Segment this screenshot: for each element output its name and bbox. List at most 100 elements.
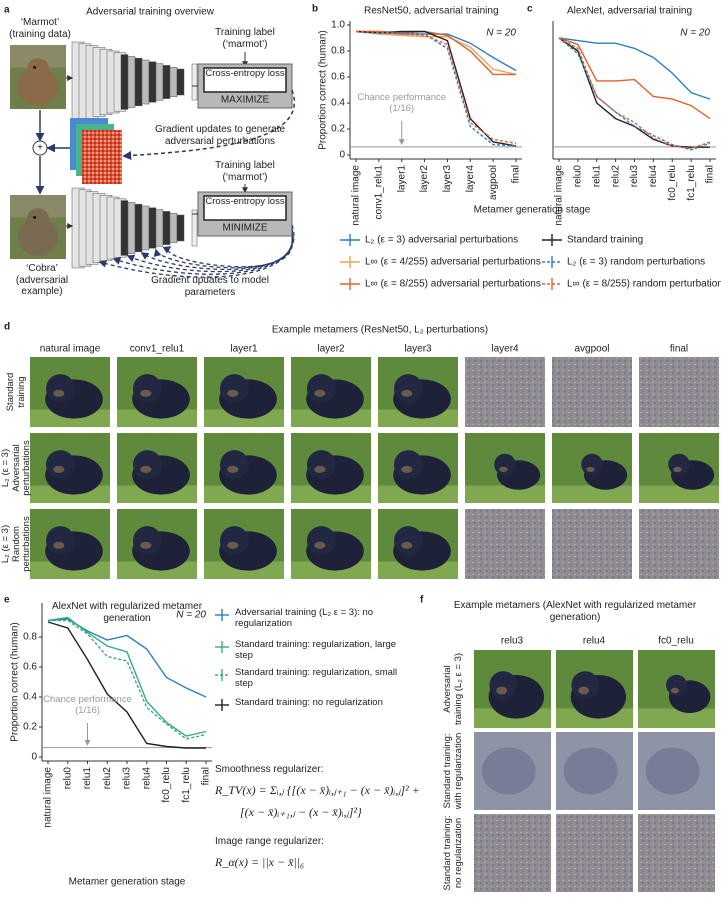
image-grass [552, 485, 632, 503]
row-label: Standard training: with regularization [442, 732, 464, 810]
noise-image [465, 509, 545, 579]
photo-top [10, 195, 66, 218]
metamer-image [552, 509, 632, 579]
legend-label: Standard training: regularization, small… [235, 667, 398, 689]
bear-snout [401, 541, 413, 549]
row-label: Standard training: no regularization [442, 815, 464, 891]
bear-snout [53, 389, 65, 397]
bear-snout [499, 466, 508, 473]
bear-snout [496, 686, 508, 695]
column-label: layer4 [491, 344, 519, 355]
series-line [47, 616, 207, 737]
bear-snout [140, 389, 152, 397]
bear-head [307, 374, 336, 403]
y-axis-label: Proportion correct (human) [318, 30, 329, 150]
input-label: ‘Marmot’ (training data) [9, 17, 71, 40]
metamer-image [639, 433, 719, 503]
regularizer-formula: R_TV(x) = Σᵢ,ⱼ {[(x − x̄)ᵢ,ⱼ₊₁ − (x − x̄… [215, 783, 420, 797]
loss-objective: MAXIMIZE [221, 95, 270, 106]
network-layer [176, 214, 185, 242]
y-tick-label: 0.6 [331, 72, 345, 83]
metamer-image [552, 433, 632, 503]
bear-snout [586, 466, 595, 473]
bear-snout [670, 687, 680, 694]
series-line [355, 30, 517, 147]
bear-head [133, 374, 162, 403]
bear-head [571, 671, 600, 699]
metamer-image [474, 732, 551, 810]
blur-shape [481, 747, 536, 795]
panel-label: b [312, 4, 318, 15]
row-label: L₂ (ε = 3) Random perturbations [0, 516, 33, 572]
column-label: conv1_relu1 [130, 344, 185, 355]
metamer-image [378, 509, 458, 579]
output-label: ‘Cobra’ (adversarial example) [15, 263, 69, 297]
x-tick-label: relu2 [102, 767, 113, 790]
gradient-arrow [140, 236, 293, 271]
bear-snout [673, 466, 682, 473]
series-line [356, 30, 517, 144]
column-label: avgpool [574, 344, 609, 355]
animal-body [17, 217, 59, 256]
image-grass [465, 485, 545, 503]
series-line [558, 37, 711, 120]
x-tick-label: relu0 [573, 165, 584, 188]
network-layer [191, 63, 198, 101]
blur-shape [563, 747, 618, 795]
network-layer [162, 65, 171, 99]
legend-label: L∞ (ε = 8/255) random perturbations [567, 279, 721, 290]
bear-snout [227, 465, 239, 473]
bear-snout [53, 465, 65, 473]
photo-top [10, 45, 66, 68]
series-line [47, 621, 206, 749]
network-layer [191, 209, 198, 247]
noise-image [465, 357, 545, 427]
panel-label: c [527, 4, 533, 15]
gradient-arrow [162, 244, 293, 268]
metamer-image [378, 433, 458, 503]
bear-head [668, 453, 690, 476]
x-tick-label: relu2 [610, 165, 621, 188]
network-layer [127, 56, 136, 108]
metamer-image [638, 814, 715, 892]
x-tick-label: relu0 [62, 767, 73, 790]
chance-label: Chance performance (1/16) [357, 92, 447, 114]
metamer-image [378, 357, 458, 427]
image-grass [639, 485, 719, 503]
noise-image [638, 814, 715, 892]
bear-head [46, 450, 75, 479]
metamer-image [465, 433, 545, 503]
y-tick-label: 0.8 [331, 46, 345, 57]
series-line [47, 618, 207, 698]
network-layer [155, 209, 164, 247]
blur-shape [645, 747, 700, 795]
x-tick-label: layer1 [396, 165, 407, 193]
y-tick-label: 0.2 [23, 722, 37, 733]
panel-label: a [4, 5, 10, 16]
metamer-image [117, 509, 197, 579]
metamer-image [204, 433, 284, 503]
row-label: Standard training [5, 372, 27, 412]
y-tick-label: 0 [339, 150, 345, 161]
bear-snout [140, 465, 152, 473]
x-tick-label: layer3 [442, 165, 453, 193]
metamer-image [291, 357, 371, 427]
gradient-label: Gradient updates to generate adversarial… [154, 124, 286, 147]
metamer-image [474, 814, 551, 892]
plus-sign: + [37, 143, 43, 154]
metamer-image [291, 433, 371, 503]
series-line [558, 37, 710, 148]
metamer-image [638, 732, 715, 810]
panel-label: d [4, 322, 10, 333]
training-label: Training label (‘marmot’) [215, 27, 275, 50]
gradient-arrow [98, 224, 295, 278]
row-label: Adversarial training (L₂ ε = 3) [442, 652, 464, 726]
animal-body [17, 67, 59, 106]
metamer-image [204, 509, 284, 579]
network-layer [176, 68, 185, 96]
network [71, 187, 198, 269]
column-label: layer2 [317, 344, 345, 355]
metamer-image [552, 357, 632, 427]
series-line [355, 30, 517, 147]
photo [10, 45, 66, 109]
